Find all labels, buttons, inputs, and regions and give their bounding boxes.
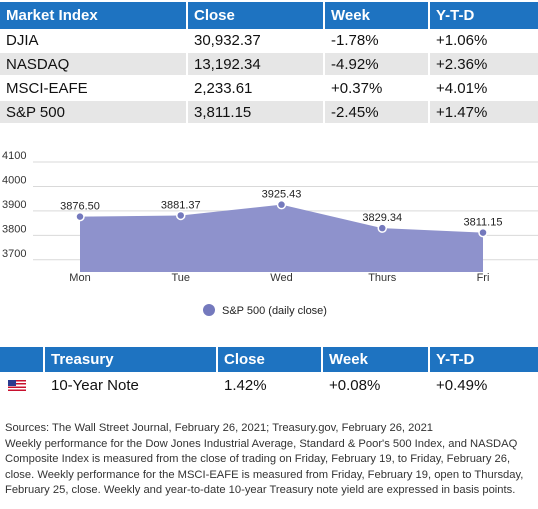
index-close: 13,192.34 (188, 53, 325, 77)
treasury-label: 10-Year Note (45, 372, 218, 398)
header-week: Week (323, 347, 430, 372)
y-tick-label: 3800 (2, 223, 26, 235)
methodology-note: Weekly performance for the Dow Jones Ind… (5, 437, 524, 497)
table-row: DJIA 30,932.37 -1.78% +1.06% (0, 29, 538, 53)
index-close: 30,932.37 (188, 29, 325, 53)
index-name: MSCI-EAFE (0, 77, 188, 101)
header-treasury: Treasury (45, 347, 218, 372)
y-tick-label: 3700 (2, 248, 26, 260)
index-ytd: +2.36% (430, 53, 538, 77)
market-index-table: Market Index Close Week Y-T-D DJIA 30,93… (0, 2, 538, 125)
flag-cell (0, 372, 45, 398)
footnotes: Sources: The Wall Street Journal, Februa… (5, 421, 535, 499)
data-label: 3811.15 (464, 217, 503, 229)
sources-note: Sources: The Wall Street Journal, Februa… (5, 422, 434, 434)
index-ytd: +1.06% (430, 29, 538, 53)
header-close: Close (218, 347, 323, 372)
header-flag-blank (0, 347, 45, 372)
index-week: -1.78% (325, 29, 430, 53)
data-point (75, 211, 85, 222)
treasury-header-row: Treasury Close Week Y-T-D (0, 347, 538, 372)
table-row: MSCI-EAFE 2,233.61 +0.37% +4.01% (0, 77, 538, 101)
data-label: 3876.50 (60, 201, 100, 213)
market-table-header-row: Market Index Close Week Y-T-D (0, 2, 538, 29)
legend-marker (203, 304, 215, 316)
table-row: S&P 500 3,811.15 -2.45% +1.47% (0, 101, 538, 125)
index-ytd: +1.47% (430, 101, 538, 125)
header-ytd: Y-T-D (430, 347, 538, 372)
treasury-table: Treasury Close Week Y-T-D 10-Year Note 1… (0, 347, 538, 398)
data-point (478, 227, 488, 238)
data-point (377, 223, 387, 233)
data-label: 3829.34 (362, 212, 402, 224)
us-flag-icon (8, 380, 26, 392)
index-week: -4.92% (325, 53, 430, 77)
index-name: DJIA (0, 29, 188, 53)
area-series-sp500 (80, 204, 483, 272)
x-tick-label: Wed (270, 272, 292, 284)
data-point (176, 210, 186, 221)
x-tick-label: Tue (171, 272, 190, 284)
treasury-week: +0.08% (323, 372, 430, 398)
index-close: 2,233.61 (188, 77, 325, 101)
data-label: 3881.37 (161, 199, 201, 211)
header-close: Close (188, 2, 325, 29)
index-week: +0.37% (325, 77, 430, 101)
header-ytd: Y-T-D (430, 2, 538, 29)
index-ytd: +4.01% (430, 77, 538, 101)
index-name: NASDAQ (0, 53, 188, 77)
sp500-area-chart: 3700 3800 3900 4000 4100 3876.50 Mon 3881.37 Tue… (2, 150, 538, 317)
x-tick-label: Fri (477, 272, 490, 284)
index-name: S&P 500 (0, 101, 188, 125)
data-label: 3925.43 (262, 189, 302, 201)
y-tick-label: 4100 (2, 150, 26, 162)
y-tick-label: 4000 (2, 174, 26, 186)
index-week: -2.45% (325, 101, 430, 125)
table-row: 10-Year Note 1.42% +0.08% +0.49% (0, 372, 538, 398)
x-tick-label: Mon (69, 272, 90, 284)
table-row: NASDAQ 13,192.34 -4.92% +2.36% (0, 53, 538, 77)
treasury-close: 1.42% (218, 372, 323, 398)
x-tick-label: Thurs (368, 272, 397, 284)
data-point (276, 199, 287, 210)
header-market-index: Market Index (0, 2, 188, 29)
legend-label: S&P 500 (daily close) (222, 305, 327, 317)
y-tick-label: 3900 (2, 199, 26, 211)
treasury-ytd: +0.49% (430, 372, 538, 398)
header-week: Week (325, 2, 430, 29)
index-close: 3,811.15 (188, 101, 325, 125)
